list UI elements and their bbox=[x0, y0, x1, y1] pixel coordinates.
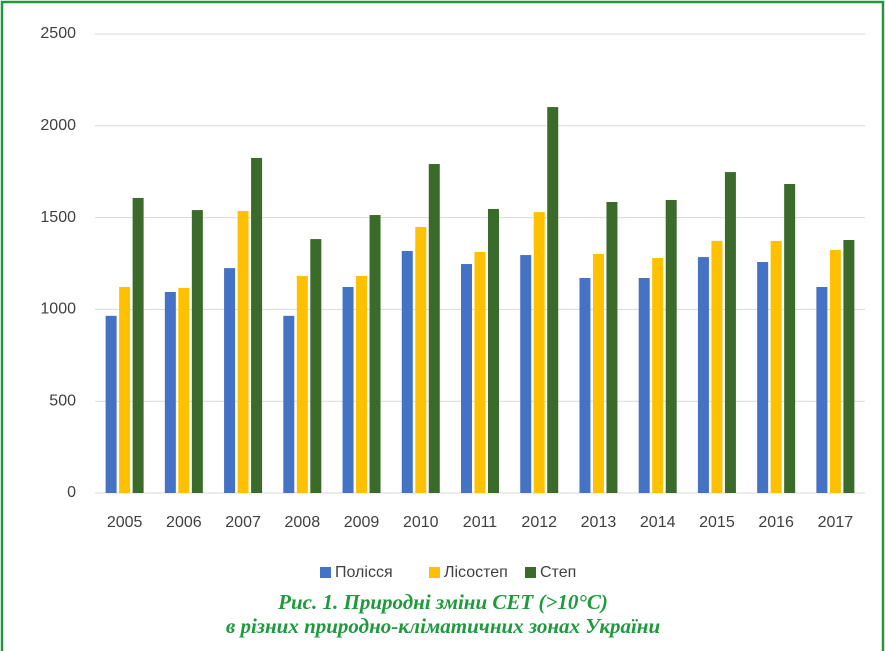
bar bbox=[816, 287, 828, 493]
bar bbox=[711, 240, 723, 493]
bar bbox=[638, 278, 650, 493]
legend-swatch bbox=[320, 567, 331, 578]
x-tick-label: 2006 bbox=[166, 514, 202, 531]
bar bbox=[342, 287, 354, 493]
bar bbox=[369, 215, 381, 493]
bar bbox=[592, 253, 604, 493]
y-tick-label: 1000 bbox=[40, 301, 76, 318]
x-tick-label: 2013 bbox=[581, 514, 617, 531]
x-tick-label: 2009 bbox=[344, 514, 380, 531]
bar bbox=[665, 199, 677, 493]
x-tick-label: 2014 bbox=[640, 514, 676, 531]
x-tick-label: 2010 bbox=[403, 514, 439, 531]
bar bbox=[757, 262, 769, 493]
x-tick-label: 2012 bbox=[521, 514, 557, 531]
bar bbox=[488, 208, 499, 493]
x-tick-label: 2015 bbox=[699, 514, 735, 531]
x-tick-label: 2007 bbox=[225, 514, 261, 531]
bar bbox=[105, 315, 117, 493]
x-tick-label: 2016 bbox=[758, 514, 794, 531]
bar bbox=[843, 239, 855, 493]
bar bbox=[251, 157, 263, 493]
x-tick-label: 2011 bbox=[463, 514, 498, 531]
x-tick-label: 2005 bbox=[107, 514, 143, 531]
bar bbox=[829, 249, 841, 493]
bar bbox=[296, 275, 308, 493]
legend-label: Лісостеп bbox=[444, 564, 508, 581]
bar bbox=[770, 240, 782, 493]
y-tick-label: 0 bbox=[67, 484, 76, 501]
bar bbox=[164, 291, 176, 493]
bar bbox=[132, 197, 144, 493]
bar bbox=[428, 163, 440, 493]
x-tick-label: 2008 bbox=[285, 514, 321, 531]
bar bbox=[415, 226, 427, 493]
bar bbox=[606, 201, 618, 493]
bar bbox=[697, 257, 709, 493]
legend-swatch bbox=[429, 567, 440, 578]
bar bbox=[520, 255, 532, 493]
y-tick-label: 500 bbox=[49, 392, 76, 409]
legend-label: Полісся bbox=[335, 564, 393, 581]
legend-label: Степ bbox=[540, 564, 576, 581]
bar bbox=[310, 239, 322, 493]
caption: Рис. 1. Природні зміни СЕТ (>10°C) bbox=[277, 590, 608, 614]
legend-swatch bbox=[525, 567, 536, 578]
bar bbox=[178, 287, 190, 493]
bar bbox=[784, 184, 796, 493]
bar bbox=[237, 210, 249, 493]
y-tick-label: 1500 bbox=[40, 209, 76, 226]
bar bbox=[461, 264, 472, 493]
bar bbox=[401, 251, 413, 493]
bar bbox=[224, 268, 236, 493]
x-tick-label: 2017 bbox=[818, 514, 854, 531]
y-tick-label: 2500 bbox=[40, 25, 76, 42]
y-tick-label: 2000 bbox=[40, 117, 76, 134]
caption: в різних природно-кліматичних зонах Укра… bbox=[226, 614, 660, 638]
bar bbox=[547, 107, 559, 493]
bar bbox=[724, 172, 736, 493]
bar bbox=[283, 315, 295, 493]
bar bbox=[191, 210, 203, 494]
bar bbox=[533, 212, 545, 494]
bar bbox=[652, 257, 664, 493]
bar bbox=[474, 251, 486, 493]
bar bbox=[119, 287, 131, 493]
bar bbox=[356, 275, 368, 493]
bar bbox=[579, 278, 591, 493]
